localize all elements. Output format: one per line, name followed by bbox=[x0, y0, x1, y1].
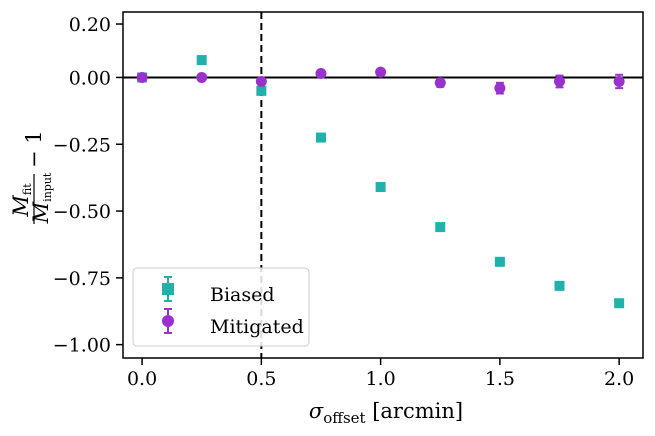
y-label-denominator: M bbox=[29, 201, 53, 224]
data-point-biased bbox=[375, 182, 386, 193]
data-point-biased bbox=[256, 85, 267, 96]
x-axis-label: σoffset [arcmin] bbox=[309, 399, 463, 427]
y-tick-label: 0.00 bbox=[69, 67, 111, 89]
y-tick-label: −0.50 bbox=[53, 201, 111, 223]
x-axis-label-symbol: σ bbox=[309, 399, 324, 423]
y-axis-label: Mfit Minput − 1 bbox=[9, 130, 54, 224]
data-point-mitigated bbox=[434, 77, 446, 89]
svg-text:Mfit: Mfit bbox=[9, 183, 34, 218]
data-point-biased bbox=[494, 256, 505, 267]
x-axis-label-unit: [arcmin] bbox=[366, 399, 464, 423]
legend-entry-mitigated: Mitigated bbox=[162, 308, 304, 338]
x-axis-label-subscript: offset bbox=[323, 409, 365, 427]
legend-biased-marker bbox=[162, 283, 174, 295]
data-point-mitigated bbox=[494, 82, 506, 94]
data-point-mitigated bbox=[613, 75, 625, 87]
x-tick-label: 0.5 bbox=[246, 368, 276, 390]
data-point-biased bbox=[315, 132, 326, 143]
data-point-mitigated bbox=[136, 71, 148, 83]
x-axis: 0.0 0.5 1.0 1.5 2.0 bbox=[127, 358, 634, 390]
data-point-biased bbox=[196, 55, 207, 66]
series-mitigated bbox=[136, 66, 625, 95]
y-tick-label: −0.75 bbox=[53, 268, 111, 290]
legend-box bbox=[132, 267, 310, 347]
x-tick-label: 1.0 bbox=[366, 368, 396, 390]
svg-text:Minput: Minput bbox=[29, 172, 54, 224]
data-series bbox=[136, 55, 625, 309]
y-label-denominator-sub: input bbox=[41, 172, 54, 202]
y-tick-label: −0.25 bbox=[53, 134, 111, 156]
data-point-mitigated bbox=[255, 75, 267, 87]
data-point-mitigated bbox=[196, 71, 208, 83]
series-biased bbox=[137, 55, 625, 309]
data-point-biased bbox=[435, 222, 446, 233]
data-point-biased bbox=[554, 280, 565, 291]
y-label-numerator: M bbox=[9, 195, 33, 218]
axes-frame bbox=[122, 11, 644, 359]
x-tick-label: 2.0 bbox=[604, 368, 634, 390]
x-tick-label: 1.5 bbox=[485, 368, 515, 390]
y-tick-label: 0.20 bbox=[69, 14, 111, 36]
y-axis: 0.20 0.00 −0.25 −0.50 −0.75 −1.00 bbox=[53, 14, 123, 357]
data-point-mitigated bbox=[554, 75, 566, 87]
legend-entry-biased: Biased bbox=[162, 276, 275, 306]
legend-mitigated-marker bbox=[162, 315, 174, 327]
x-tick-label: 0.0 bbox=[127, 368, 157, 390]
data-point-mitigated bbox=[375, 66, 387, 78]
y-label-suffix: − 1 bbox=[22, 130, 46, 168]
data-point-biased bbox=[614, 298, 625, 309]
y-tick-label: −1.00 bbox=[53, 335, 111, 357]
y-label-numerator-sub: fit bbox=[21, 183, 34, 195]
legend-biased-label: Biased bbox=[210, 284, 275, 306]
legend: Biased Mitigated bbox=[132, 267, 310, 347]
data-point-mitigated bbox=[315, 67, 327, 79]
legend-mitigated-label: Mitigated bbox=[210, 316, 304, 338]
